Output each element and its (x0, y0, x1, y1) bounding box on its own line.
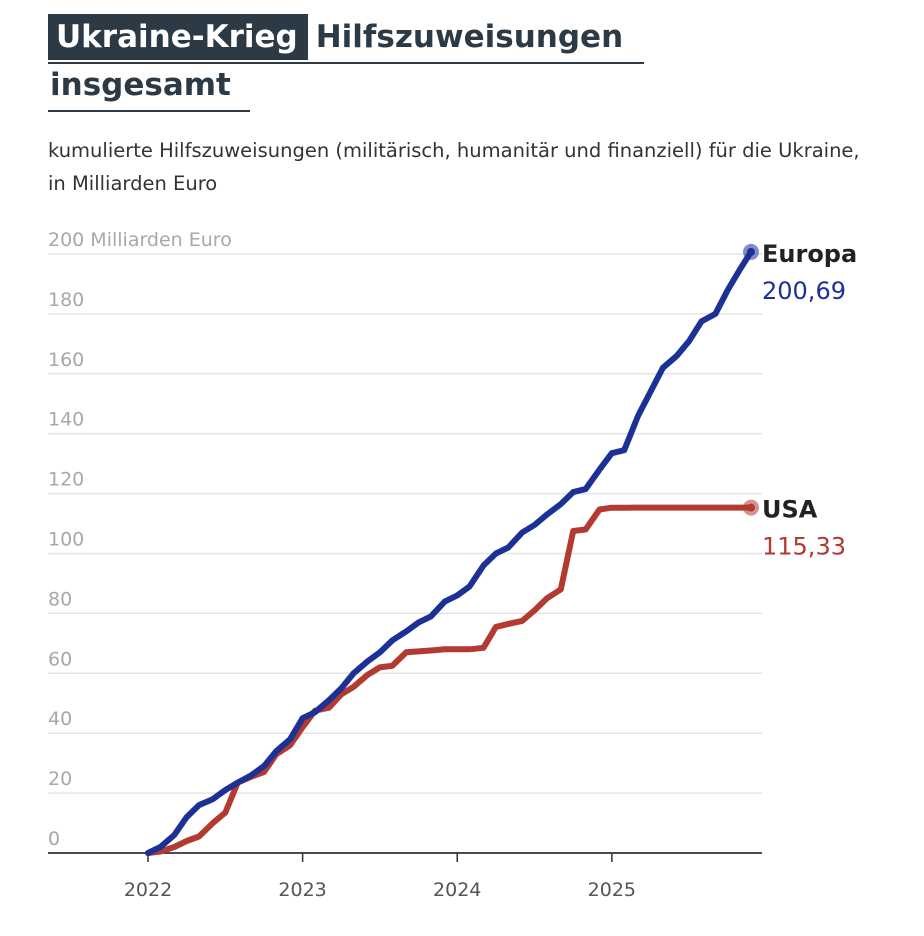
y-axis-ticks: 0 20 40 60 80 100 120 140 160 180 200 Milliarden E… (48, 229, 232, 850)
x-tick-label-2025: 2025 (588, 879, 636, 901)
kicker-badge: Ukraine-Krieg (48, 14, 308, 60)
series-value-europa: 200,69 (762, 277, 846, 305)
y-tick-label-160: 160 (48, 349, 84, 371)
series-line-europa (145, 248, 754, 856)
series-name-usa: USA (762, 496, 818, 524)
series-value-usa: 115,33 (762, 533, 846, 561)
chart-subtitle: kumulierte Hilfszuweisungen (militärisch… (48, 139, 860, 195)
y-tick-label-200: 200 Milliarden Euro (48, 229, 232, 251)
y-tick-label-180: 180 (48, 289, 84, 311)
y-tick-label-60: 60 (48, 648, 72, 670)
grid-lines (48, 253, 762, 794)
x-tick-label-2023: 2023 (278, 879, 326, 901)
headline-line-2: insgesamt (48, 62, 688, 110)
chart-title-line-1: Hilfszuweisungen (315, 19, 624, 55)
headline-line-1: Ukraine-Krieg Hilfszuweisungen (48, 14, 688, 62)
series-name-europa: Europa (762, 240, 857, 268)
y-tick-label-100: 100 (48, 529, 84, 551)
y-tick-label-120: 120 (48, 469, 84, 491)
series-line-usa (145, 504, 754, 856)
series-lines (145, 248, 754, 856)
y-tick-label-20: 20 (48, 768, 72, 790)
x-axis-ticks: 2022 2023 2024 2025 (124, 853, 636, 901)
x-tick-label-2022: 2022 (124, 879, 172, 901)
y-tick-label-140: 140 (48, 409, 84, 431)
chart-title-line-2: insgesamt (50, 67, 231, 103)
x-tick-label-2024: 2024 (433, 879, 481, 901)
end-point-usa (747, 503, 755, 512)
y-tick-label-80: 80 (48, 588, 72, 610)
y-tick-label-0: 0 (48, 828, 60, 850)
headline: Ukraine-Krieg Hilfszuweisungen insgesamt (48, 14, 688, 112)
end-point-europa (747, 247, 755, 256)
title-underline-1 (48, 62, 644, 64)
title-underline-2 (48, 110, 250, 112)
y-tick-label-40: 40 (48, 708, 72, 730)
series-end-labels: Europa 200,69 USA 115,33 (743, 240, 857, 561)
